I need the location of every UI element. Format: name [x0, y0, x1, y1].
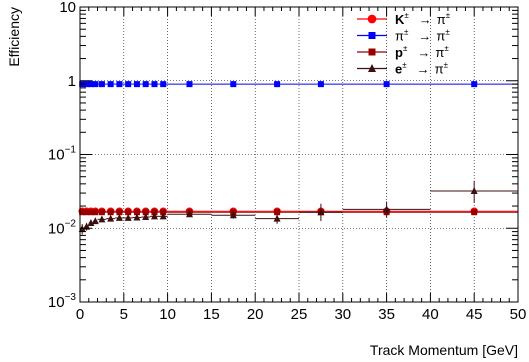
data-point	[98, 215, 106, 223]
x-tick-label: 20	[247, 306, 264, 323]
data-point	[142, 213, 150, 221]
data-point	[274, 81, 281, 88]
x-tick-label: 30	[334, 306, 351, 323]
legend-entry: e± → π±	[357, 61, 449, 77]
data-point	[186, 210, 193, 218]
data-point	[317, 81, 324, 88]
grid-layer	[80, 7, 518, 302]
data-point	[133, 213, 141, 221]
data-point	[92, 209, 99, 216]
series-p-to-pi	[79, 209, 518, 216]
x-tick-label: 25	[291, 306, 308, 323]
data-point	[159, 212, 167, 220]
tick-layer	[79, 6, 519, 303]
data-point	[125, 81, 132, 88]
y-tick-label: 10−3	[48, 292, 77, 311]
data-point	[317, 208, 325, 216]
label-layer: 0 5 10 15 20 25 30 35 40 45 50 10−3 10−2 10−1 1 10	[48, 0, 526, 323]
data-point	[107, 81, 114, 88]
data-point	[125, 209, 132, 216]
data-point	[107, 209, 114, 216]
legend-entry: π± → π±	[357, 28, 450, 44]
x-tick-label: 50	[510, 306, 527, 323]
data-point	[87, 81, 94, 88]
data-point	[230, 81, 237, 88]
x-tick-label: 10	[159, 306, 176, 323]
data-point	[142, 81, 149, 88]
legend: K± → π±π± → π±p± → π±e± → π±	[357, 11, 451, 77]
data-point	[160, 209, 167, 216]
data-point	[471, 209, 478, 216]
data-point	[383, 81, 390, 88]
data-point	[470, 186, 478, 194]
data-point	[87, 218, 95, 226]
data-point	[151, 209, 158, 216]
data-point	[160, 81, 167, 88]
data-point	[83, 209, 90, 216]
legend-marker	[367, 14, 377, 24]
data-point	[151, 81, 158, 88]
data-point	[92, 81, 99, 88]
data-point	[273, 214, 281, 222]
legend-marker	[368, 64, 376, 72]
legend-marker	[368, 32, 376, 39]
x-tick-label: 35	[378, 306, 395, 323]
x-tick-label: 45	[466, 306, 483, 323]
x-axis-title: Track Momentum [GeV]	[370, 342, 518, 358]
data-point	[116, 81, 123, 88]
data-point	[383, 205, 391, 213]
data-point	[116, 209, 123, 216]
data-point	[186, 81, 193, 88]
y-tick-label: 10−1	[48, 145, 77, 164]
data-point	[91, 217, 99, 225]
data-point	[98, 209, 105, 216]
data-point	[274, 209, 281, 216]
legend-entry: K± → π±	[357, 11, 451, 27]
data-point	[124, 213, 132, 221]
data-point	[98, 81, 105, 88]
legend-label: e± → π±	[395, 61, 449, 77]
data-point	[87, 209, 94, 216]
legend-entry: p± → π±	[357, 44, 449, 60]
x-tick-label: 15	[203, 306, 220, 323]
legend-label: p± → π±	[395, 44, 449, 60]
data-point	[150, 212, 158, 220]
legend-label: π± → π±	[395, 28, 450, 44]
series-π-to-pi	[79, 81, 518, 88]
y-axis-title: Efficiency	[6, 7, 22, 67]
data-point	[107, 214, 115, 222]
data-point	[115, 213, 123, 221]
data-point	[142, 209, 149, 216]
legend-label: K± → π±	[395, 11, 451, 27]
data-point	[133, 209, 140, 216]
data-point	[471, 81, 478, 88]
data-point	[79, 209, 86, 216]
x-tick-label: 0	[76, 306, 84, 323]
series-e-to-pi	[78, 180, 518, 235]
data-point	[229, 211, 237, 219]
y-tick-label: 1	[68, 73, 76, 90]
data-point	[133, 81, 140, 88]
y-tick-label: 10	[59, 0, 76, 16]
x-tick-label: 5	[120, 306, 128, 323]
data-point	[83, 81, 90, 88]
legend-marker	[368, 48, 376, 56]
x-tick-label: 40	[422, 306, 439, 323]
data-layer	[78, 81, 518, 235]
y-tick-label: 10−2	[48, 218, 77, 237]
